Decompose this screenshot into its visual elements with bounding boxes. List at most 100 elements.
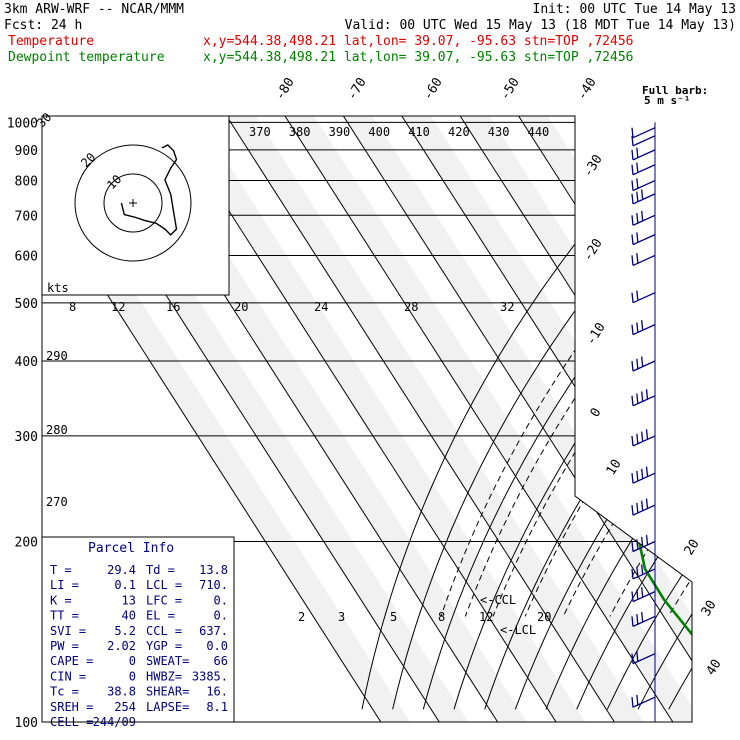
dewpoint-profile bbox=[637, 134, 692, 722]
parcel-info-key: K = bbox=[50, 593, 72, 607]
theta-label: 440 bbox=[528, 125, 550, 139]
parcel-info-key: LI = bbox=[50, 578, 79, 592]
wind-barb-flag bbox=[636, 322, 639, 333]
wind-barb-flag bbox=[641, 611, 644, 623]
wind-barb-flag bbox=[631, 360, 634, 372]
wind-barb bbox=[632, 472, 656, 484]
parcel-info-key: TT = bbox=[50, 609, 79, 623]
theta-label: 270 bbox=[46, 495, 68, 509]
parcel-info-value: 66 bbox=[214, 654, 228, 668]
isotherm bbox=[167, 116, 557, 722]
wind-barb-flag bbox=[641, 431, 644, 442]
mixing-ratio-label: 8 bbox=[438, 610, 445, 624]
dry-adiabat bbox=[453, 116, 692, 710]
forecast-hour: Fcst: 24 h bbox=[4, 18, 82, 33]
wind-barb-flag bbox=[631, 541, 634, 552]
wind-barb-flag bbox=[636, 694, 639, 706]
parcel-info-value: 0 bbox=[129, 654, 136, 668]
wind-barb-flag bbox=[631, 292, 634, 303]
theta-label: 370 bbox=[249, 125, 271, 139]
wind-barb-flag bbox=[641, 356, 644, 367]
pressure-label: 1000 bbox=[7, 116, 38, 131]
mixing-ratio-label: 5 bbox=[390, 610, 397, 624]
isotherm-band bbox=[577, 116, 692, 722]
theta-label: 280 bbox=[46, 423, 68, 437]
wind-barb-flag bbox=[631, 616, 634, 627]
mixing-ratio-label: 20 bbox=[234, 300, 248, 314]
wind-barb-flag bbox=[636, 651, 639, 662]
parcel-info-value: 0.1 bbox=[114, 578, 136, 592]
wind-barb-flag bbox=[645, 429, 649, 440]
wind-barb-flag bbox=[636, 358, 639, 369]
wind-barb bbox=[632, 193, 656, 205]
pressure-label: 900 bbox=[15, 144, 38, 159]
wind-barb-flag bbox=[636, 566, 639, 577]
mixing-ratio-label: 3 bbox=[338, 610, 345, 624]
wind-barb-flag bbox=[641, 564, 644, 575]
parcel-info-key: LAPSE= bbox=[146, 700, 189, 714]
wind-barbs bbox=[631, 122, 656, 722]
wind-barb bbox=[632, 435, 656, 447]
mixing-ratio-label: 8 bbox=[69, 300, 76, 314]
parcel-info-value: 40 bbox=[122, 609, 136, 623]
isotherm-label: 40 bbox=[704, 657, 725, 678]
parcel-info-value: 16. bbox=[206, 685, 228, 699]
isotherm-label: -30 bbox=[581, 152, 606, 180]
wind-barb-flag bbox=[641, 189, 644, 200]
mixing-ratio-label: 20 bbox=[537, 610, 551, 624]
wind-barb-flag bbox=[631, 591, 634, 602]
theta-label: 380 bbox=[289, 125, 311, 139]
parcel-info-value: 38.8 bbox=[107, 685, 136, 699]
parcel-info-value: 0. bbox=[214, 593, 228, 607]
wind-barb-flag bbox=[631, 324, 634, 335]
isotherm-label: -50 bbox=[498, 75, 523, 103]
pressure-label: 700 bbox=[15, 209, 38, 224]
wind-barb bbox=[632, 568, 656, 580]
moist-adiabat bbox=[667, 116, 692, 617]
parcel-info-key: Td = bbox=[146, 563, 175, 577]
wind-barb-flag bbox=[631, 234, 634, 245]
hodograph-ring bbox=[74, 144, 192, 262]
parcel-info-value: 3385. bbox=[192, 669, 228, 683]
mixing-ratio-label: 28 bbox=[404, 300, 418, 314]
parcel-info-key: Tc = bbox=[50, 685, 79, 699]
isotherm bbox=[284, 116, 674, 722]
parcel-info-key: LFC = bbox=[146, 593, 182, 607]
wind-barb bbox=[632, 324, 656, 336]
isotherm-band bbox=[343, 116, 692, 722]
pressure-label: 100 bbox=[15, 716, 38, 731]
wind-barb bbox=[632, 653, 656, 665]
parcel-info-value: 637. bbox=[199, 624, 228, 638]
parcel-info-key: CCL = bbox=[146, 624, 182, 638]
wind-barb-flag bbox=[631, 255, 634, 266]
parcel-info-value: 0 bbox=[129, 669, 136, 683]
legend-temperature-info: x,y=544.38,498.21 lat,lon= 39.07, -95.63… bbox=[203, 34, 633, 49]
wind-barb-flag bbox=[631, 653, 634, 664]
parcel-info-key: CIN = bbox=[50, 669, 86, 683]
pressure-label: 600 bbox=[15, 249, 38, 264]
parcel-info-key: YGP = bbox=[146, 639, 182, 653]
isotherm bbox=[342, 116, 692, 722]
wind-barb bbox=[632, 360, 656, 372]
wind-barb bbox=[632, 292, 656, 304]
mixing-ratio-label: 12 bbox=[111, 300, 125, 314]
wind-barb-flag bbox=[641, 320, 644, 331]
hodograph-ring bbox=[103, 173, 163, 233]
wind-barb-flag bbox=[636, 614, 639, 625]
ccl-label: <-CCL bbox=[480, 593, 516, 607]
parcel-info-value: 29.4 bbox=[107, 563, 136, 577]
parcel-info-value: 8.1 bbox=[206, 700, 228, 714]
theta-label: 290 bbox=[46, 349, 68, 363]
wind-barb-flag bbox=[631, 697, 634, 708]
wind-barb bbox=[632, 591, 656, 603]
wind-barb bbox=[632, 127, 656, 139]
isotherm bbox=[226, 116, 615, 722]
parcel-info-value: 0. bbox=[214, 609, 228, 623]
parcel-info-value: 2.02 bbox=[107, 639, 136, 653]
model-title: 3km ARW-WRF -- NCAR/MMM bbox=[4, 2, 184, 17]
wind-barb bbox=[632, 254, 656, 267]
mixing-ratio-label: 16 bbox=[166, 300, 180, 314]
wind-barb-flag bbox=[645, 466, 649, 477]
plot-frame bbox=[41, 115, 693, 723]
valid-time: Valid: 00 UTC Wed 15 May 13 (18 MDT Tue … bbox=[345, 18, 736, 33]
